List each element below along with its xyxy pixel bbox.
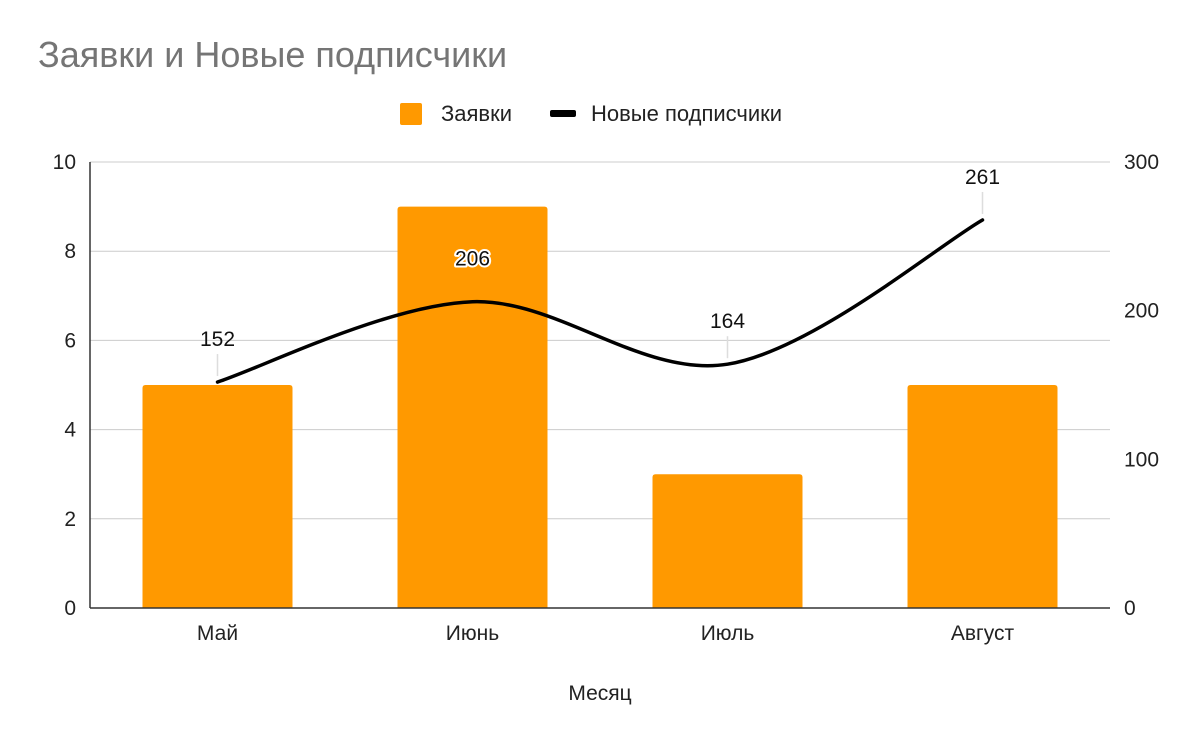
category-label: Июль	[701, 622, 755, 645]
line-series: 152 206 164 261	[200, 166, 1000, 384]
left-tick-label: 10	[53, 151, 76, 174]
legend-swatch-line	[550, 110, 576, 117]
legend: Заявки Новые подписчики	[400, 101, 782, 126]
left-tick-label: 0	[64, 597, 76, 620]
category-label: Июнь	[446, 622, 499, 645]
left-tick-label: 8	[64, 240, 76, 263]
category-labels: Май Июнь Июль Август	[197, 622, 1015, 645]
data-label: 164	[710, 310, 745, 333]
left-tick-label: 4	[64, 419, 76, 442]
right-tick-label: 200	[1124, 300, 1159, 323]
legend-label-bar: Заявки	[441, 101, 512, 126]
right-axis-ticks: 0 100 200 300	[1124, 151, 1159, 620]
left-tick-label: 2	[64, 508, 76, 531]
data-label: 261	[965, 166, 1000, 189]
x-axis-label: Месяц	[568, 682, 631, 705]
right-tick-label: 0	[1124, 597, 1136, 620]
chart-title: Заявки и Новые подписчики	[38, 34, 508, 75]
bars	[142, 206, 1058, 608]
right-tick-label: 300	[1124, 151, 1159, 174]
series-line	[215, 218, 985, 384]
legend-swatch-bar	[400, 103, 422, 125]
data-label: 152	[200, 328, 235, 351]
category-label: Август	[951, 622, 1015, 645]
axes	[89, 162, 1110, 609]
bar	[907, 385, 1058, 608]
right-tick-label: 100	[1124, 448, 1159, 471]
data-label: 206	[455, 248, 490, 271]
category-label: Май	[197, 622, 238, 645]
left-tick-label: 6	[64, 329, 76, 352]
bar	[652, 474, 803, 608]
left-axis-ticks: 0 2 4 6 8 10	[53, 151, 77, 620]
legend-label-line: Новые подписчики	[591, 101, 782, 126]
bar	[142, 385, 293, 608]
